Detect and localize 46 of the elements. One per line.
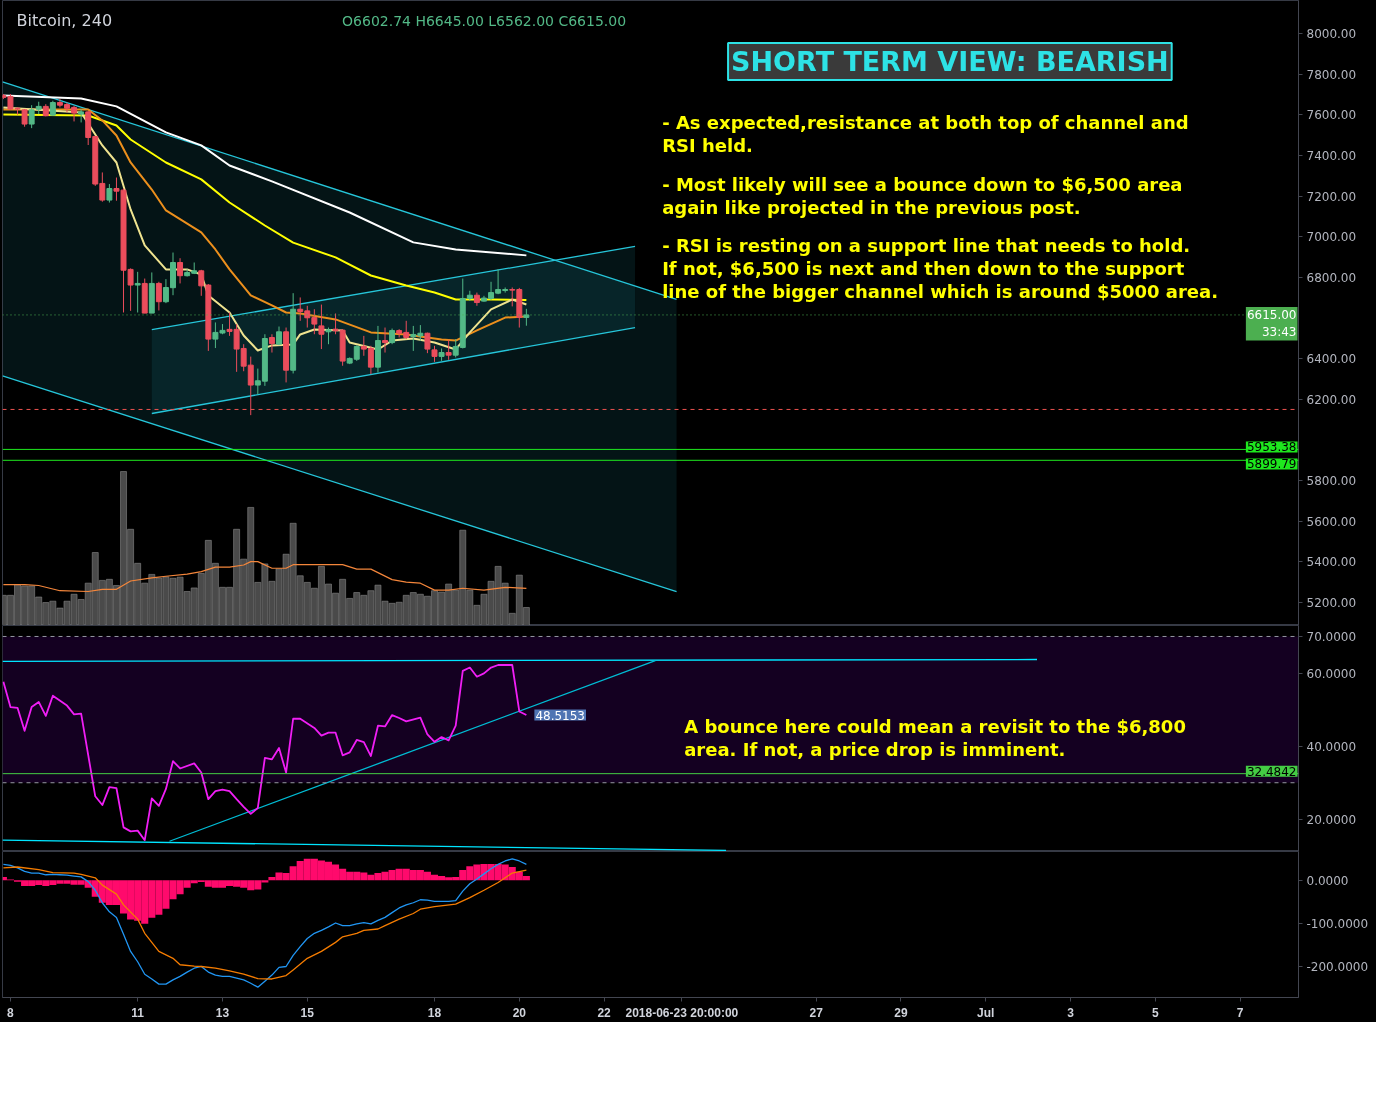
y-tick-label: 6800.00 [1306,270,1357,285]
ref-line-label: 32.4842 [1246,764,1297,779]
y-tick-label: 60.0000 [1306,666,1357,681]
x-tick-label: 20 [512,1005,527,1020]
y-tick-label: 20.0000 [1306,812,1357,827]
annotation: - Most likely will see a bounce down to $6,500 area again like projected in the previous post. [662,174,1183,219]
annotation: A bounce here could mean a revisit to the $6,800 area. If not, a price drop is imminent. [684,715,1186,760]
y-tick-label: 5600.00 [1306,514,1357,529]
ref-line-label: 6615.00 33:43 [1246,307,1297,340]
y-tick-label: 7000.00 [1306,230,1357,245]
y-tick-label: 8000.00 [1306,26,1357,41]
y-tick-label: 7200.00 [1306,189,1357,204]
y-tick-label: 0.0000 [1306,873,1349,888]
text: O6602.74 H6645.00 L6562.00 C6615.00 [342,12,627,29]
y-tick-label: 70.0000 [1306,629,1357,644]
x-tick-label: 15 [300,1005,315,1020]
x-tick-label: 11 [131,1005,145,1020]
x-tick-label: 5 [1152,1005,1160,1020]
text: Bitcoin, 240 [16,11,113,30]
y-tick-label: -200.0000 [1306,959,1369,974]
y-tick-label: 5400.00 [1306,555,1357,570]
y-tick-label: 7400.00 [1306,148,1357,163]
x-tick-label: 8 [7,1005,15,1020]
annotation: - As expected,resistance at both top of channel and RSI held. [662,111,1189,156]
annotation: 48.5153 [535,708,585,723]
y-tick-label: 7800.00 [1306,67,1357,82]
ref-line-label: 5953.38 [1246,440,1297,455]
y-tick-label: 6400.00 [1306,352,1357,367]
y-tick-label: 6200.00 [1306,392,1357,407]
y-tick-label: 5800.00 [1306,474,1357,489]
annotation: - RSI is resting on a support line that needs to hold. If not, $6,500 is next and then down to the support line of the bigger channel which is around $5000 area. [662,234,1219,303]
annotation: SHORT TERM VIEW: BEARISH [731,46,1169,77]
y-tick-label: 7600.00 [1306,108,1357,123]
y-tick-label: 5200.00 [1306,596,1357,611]
y-tick-label: -100.0000 [1306,916,1369,931]
x-tick-label: 2018-06-23 20:00:00 [625,1005,739,1020]
x-tick-label: 29 [894,1005,908,1020]
x-tick-label: 22 [597,1005,612,1020]
x-tick-label: 3 [1067,1005,1075,1020]
x-tick-label: 18 [427,1005,442,1020]
x-tick-label: 13 [215,1005,230,1020]
x-tick-label: 27 [809,1005,824,1020]
x-tick-label: Jul [977,1005,995,1020]
ref-line-label: 5899.79 [1246,457,1297,472]
x-tick-label: 7 [1236,1005,1244,1020]
y-tick-label: 40.0000 [1306,739,1357,754]
